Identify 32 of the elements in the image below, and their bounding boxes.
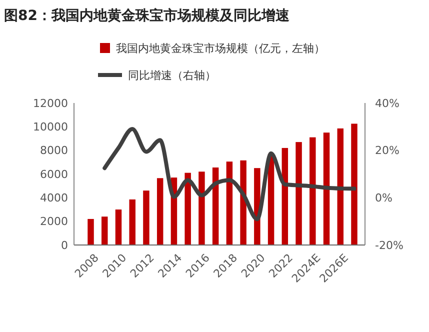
bar [351, 124, 358, 245]
y-tick-label: 2000 [40, 215, 68, 228]
legend-label: 我国内地黄金珠宝市场规模（亿元，左轴） [116, 42, 325, 55]
y-tick-label: 12000 [33, 96, 68, 110]
y-tick-label: 0 [61, 238, 68, 252]
y-tick-label: 4000 [40, 192, 68, 205]
bar [88, 218, 94, 245]
line-series [102, 127, 356, 222]
y2-tick-label: 40% [375, 96, 400, 110]
bar [240, 160, 246, 245]
bar [156, 178, 164, 245]
legend-label: 同比增速（右轴） [128, 68, 216, 82]
bar [282, 148, 288, 245]
bar [310, 137, 316, 245]
bar [184, 172, 191, 245]
bar [129, 199, 136, 245]
bar [226, 162, 233, 245]
bar [198, 172, 205, 245]
y2-tick-label: -20% [375, 238, 404, 252]
y-tick-label: 10000 [33, 120, 68, 134]
y2-tick-label: 0% [375, 192, 392, 205]
bar [101, 216, 108, 245]
bar [296, 142, 302, 245]
chart-title: 图82：我国内地黄金珠宝市场规模及同比增速 [4, 7, 290, 24]
bar [212, 167, 219, 245]
bar [115, 210, 122, 245]
y2-tick-label: 20% [375, 144, 400, 158]
bar [323, 132, 330, 245]
y-tick-label: 6000 [40, 168, 68, 181]
bar [143, 190, 150, 245]
y-tick-label: 8000 [40, 144, 68, 158]
bar [337, 128, 344, 245]
